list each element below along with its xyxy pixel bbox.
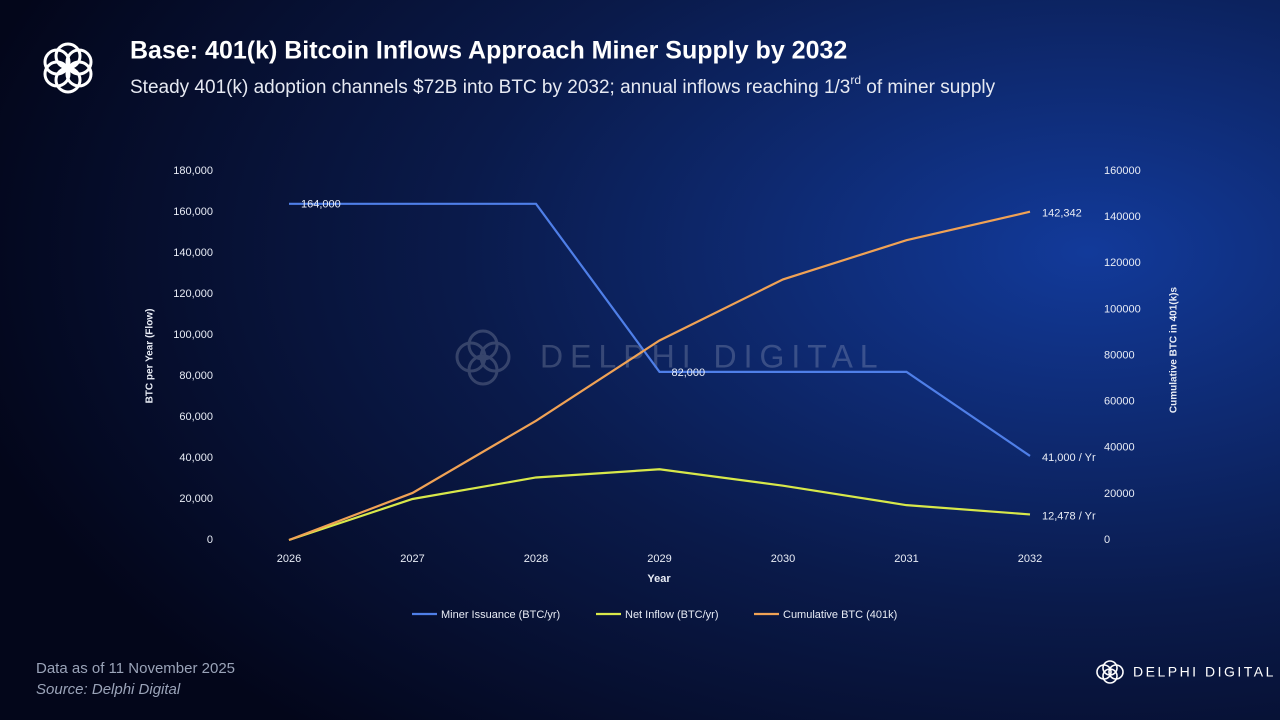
y-tick-label: 40,000 bbox=[179, 452, 213, 464]
y2-axis-title: Cumulative BTC in 401(k)s bbox=[1169, 286, 1180, 413]
subtitle-end: of miner supply bbox=[861, 77, 996, 98]
data-label: 164,000 bbox=[301, 199, 341, 211]
series-line bbox=[288, 210, 1031, 542]
footer-source: Source: Delphi Digital bbox=[36, 681, 181, 698]
x-tick-label: 2030 bbox=[771, 553, 795, 565]
title: Base: 401(k) Bitcoin Inflows Approach Mi… bbox=[130, 37, 847, 65]
y2-tick-label: 140000 bbox=[1104, 211, 1141, 223]
y2-tick-label: 0 bbox=[1104, 534, 1110, 546]
x-tick-label: 2032 bbox=[1018, 553, 1042, 565]
legend-label: Cumulative BTC (401k) bbox=[783, 609, 897, 621]
watermark-logo bbox=[455, 329, 511, 386]
subtitle-sup: rd bbox=[850, 73, 861, 87]
footer-date: Data as of 11 November 2025 bbox=[36, 660, 235, 677]
x-axis-title: Year bbox=[647, 573, 671, 585]
y2-tick-label: 120000 bbox=[1104, 257, 1141, 269]
y2-tick-label: 80000 bbox=[1104, 349, 1135, 361]
subtitle-text: Steady 401(k) adoption channels $72B int… bbox=[130, 77, 850, 98]
x-tick-label: 2026 bbox=[277, 553, 301, 565]
y2-tick-label: 40000 bbox=[1104, 442, 1135, 454]
x-tick-label: 2027 bbox=[400, 553, 424, 565]
x-tick-label: 2029 bbox=[647, 553, 671, 565]
logo bbox=[43, 42, 93, 94]
y-tick-label: 20,000 bbox=[179, 493, 213, 505]
data-label: 82,000 bbox=[672, 367, 706, 379]
x-tick-label: 2028 bbox=[524, 553, 548, 565]
y-tick-label: 180,000 bbox=[173, 165, 213, 177]
data-label: 142,342 bbox=[1042, 208, 1082, 220]
brand-logo bbox=[1096, 660, 1124, 684]
y-tick-label: 60,000 bbox=[179, 411, 213, 423]
brand: DELPHI DIGITAL bbox=[1133, 664, 1276, 680]
y2-tick-label: 20000 bbox=[1104, 488, 1135, 500]
watermark: DELPHI DIGITAL bbox=[540, 338, 885, 374]
y2-tick-label: 60000 bbox=[1104, 396, 1135, 408]
y-tick-label: 100,000 bbox=[173, 329, 213, 341]
y-axis-title: BTC per Year (Flow) bbox=[145, 309, 156, 404]
series-line bbox=[289, 202, 1031, 457]
data-label: 12,478 / Yr bbox=[1042, 510, 1096, 522]
y-tick-label: 80,000 bbox=[179, 370, 213, 382]
series-line bbox=[288, 468, 1031, 542]
legend-label: Miner Issuance (BTC/yr) bbox=[441, 609, 560, 621]
subtitle: Steady 401(k) adoption channels $72B int… bbox=[130, 73, 996, 98]
y-tick-label: 160,000 bbox=[173, 206, 213, 218]
legend-label: Net Inflow (BTC/yr) bbox=[625, 609, 719, 621]
y2-tick-label: 160000 bbox=[1104, 165, 1141, 177]
y-tick-label: 140,000 bbox=[173, 247, 213, 259]
y-tick-label: 120,000 bbox=[173, 288, 213, 300]
y-tick-label: 0 bbox=[207, 534, 213, 546]
x-tick-label: 2031 bbox=[894, 553, 918, 565]
y2-tick-label: 100000 bbox=[1104, 303, 1141, 315]
data-label: 41,000 / Yr bbox=[1042, 452, 1096, 464]
